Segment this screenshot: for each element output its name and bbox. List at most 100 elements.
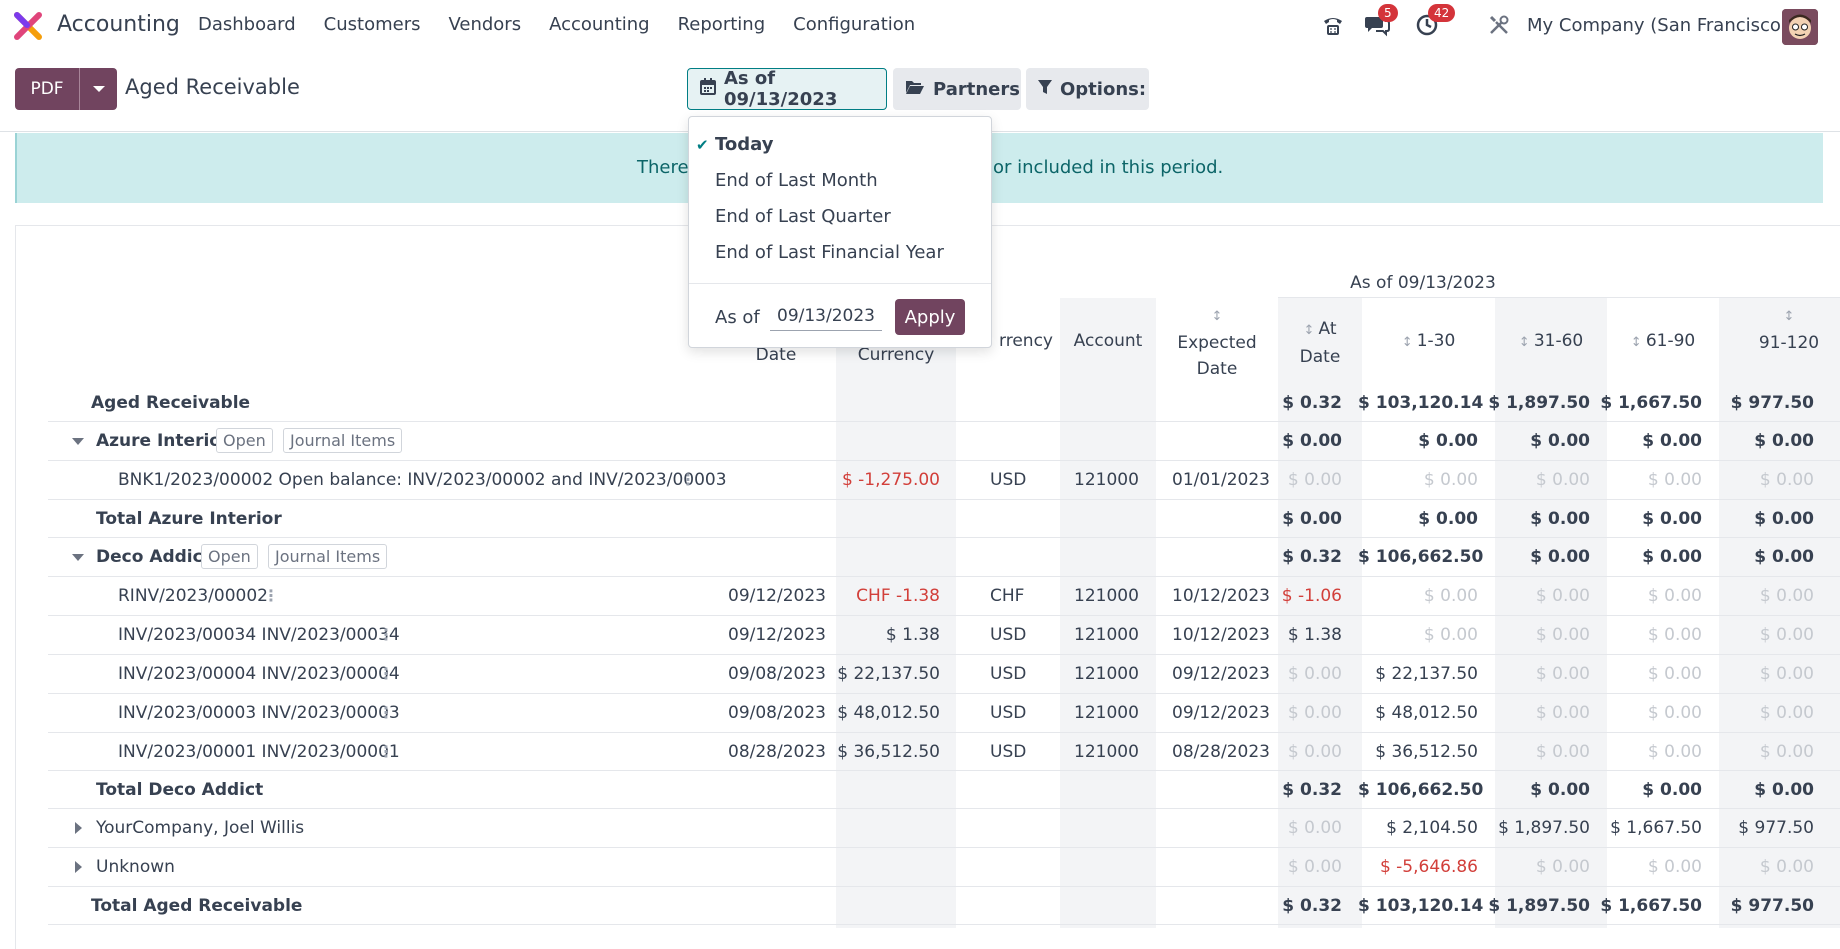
header-currency[interactable]: rrency bbox=[999, 331, 1053, 351]
move-line-row[interactable]: INV/2023/00003 INV/2023/00003 ⋮ 09/08/20… bbox=[48, 694, 1840, 733]
kebab-menu-icon[interactable]: ⋮ bbox=[680, 470, 696, 489]
line-label[interactable]: RINV/2023/00002 bbox=[118, 586, 268, 606]
move-line-row[interactable]: INV/2023/00034 INV/2023/00034 ⋮ 09/12/20… bbox=[48, 616, 1840, 655]
partner-row-yourcompany[interactable]: YourCompany, Joel Willis $ 0.00 $ 2,104.… bbox=[48, 809, 1840, 848]
p3-value: $ 0.00 bbox=[1647, 664, 1702, 684]
partner-name[interactable]: YourCompany, Joel Willis bbox=[96, 818, 305, 838]
caret-down-icon[interactable] bbox=[72, 438, 84, 445]
header-1-30[interactable]: ↕ 1-30 bbox=[1401, 331, 1456, 351]
partners-filter-button[interactable]: Partners bbox=[893, 68, 1021, 110]
menu-configuration[interactable]: Configuration bbox=[793, 14, 916, 35]
kebab-menu-icon[interactable]: ⋮ bbox=[378, 625, 394, 644]
header-61-90[interactable]: ↕ 61-90 bbox=[1630, 331, 1696, 351]
header-31-60[interactable]: ↕ 31-60 bbox=[1518, 331, 1584, 351]
currency: USD bbox=[990, 470, 1027, 490]
menu-reporting[interactable]: Reporting bbox=[677, 14, 766, 35]
currency: USD bbox=[990, 664, 1027, 684]
caret-down-icon[interactable] bbox=[72, 554, 84, 561]
kebab-menu-icon[interactable]: ⋮ bbox=[378, 664, 394, 683]
open-button[interactable]: Open bbox=[216, 428, 273, 453]
p1-value: $ 103,120.14 bbox=[1358, 393, 1484, 413]
activities-icon[interactable]: 42 bbox=[1414, 4, 1456, 38]
dropdown-item-end-of-last-month[interactable]: End of Last Month bbox=[715, 170, 878, 191]
line-label[interactable]: INV/2023/00001 INV/2023/00001 bbox=[118, 742, 400, 762]
header-91-120[interactable]: ↕ 91-120 bbox=[1719, 304, 1840, 356]
app-name[interactable]: Accounting bbox=[57, 12, 180, 37]
header-expected-date[interactable]: ↕ Expected Date bbox=[1156, 304, 1278, 382]
journal-items-button[interactable]: Journal Items bbox=[268, 544, 388, 569]
partner-name[interactable]: Unknown bbox=[96, 857, 175, 877]
line-label[interactable]: INV/2023/00034 INV/2023/00034 bbox=[118, 625, 400, 645]
move-line-row[interactable]: BNK1/2023/00002 Open balance: INV/2023/0… bbox=[48, 461, 1840, 500]
p3-value: $ 0.00 bbox=[1642, 509, 1702, 529]
p4-value: $ 977.50 bbox=[1738, 818, 1814, 838]
p1-value: $ 0.00 bbox=[1423, 625, 1478, 645]
menu-dashboard[interactable]: Dashboard bbox=[198, 14, 296, 35]
kebab-menu-icon[interactable]: ⋮ bbox=[378, 703, 394, 722]
p1-value: $ 0.00 bbox=[1423, 470, 1478, 490]
account: 121000 bbox=[1074, 625, 1139, 645]
dropdown-item-end-of-last-financial-year[interactable]: End of Last Financial Year bbox=[715, 242, 944, 263]
company-switcher[interactable]: My Company (San Francisco) bbox=[1527, 15, 1788, 36]
as-of-date-input[interactable] bbox=[770, 301, 882, 331]
kebab-menu-icon[interactable]: ⋮ bbox=[263, 586, 279, 605]
p4-value: $ 0.00 bbox=[1754, 547, 1814, 567]
header-amount-currency[interactable]: Currency bbox=[857, 345, 935, 365]
partner-name[interactable]: Azure Interior bbox=[96, 431, 230, 451]
accounting-app-icon[interactable] bbox=[14, 12, 42, 40]
at-date-value: $ 0.00 bbox=[1287, 664, 1342, 684]
header-account[interactable]: Account bbox=[1073, 331, 1143, 351]
move-line-row[interactable]: RINV/2023/00002 ⋮ 09/12/2023 CHF -1.38 C… bbox=[48, 577, 1840, 616]
sort-icon: ↕ bbox=[1783, 309, 1795, 324]
line-label[interactable]: INV/2023/00004 INV/2023/00004 bbox=[118, 664, 400, 684]
line-label[interactable]: INV/2023/00003 INV/2023/00003 bbox=[118, 703, 400, 723]
open-button[interactable]: Open bbox=[201, 544, 258, 569]
options-label: Options: bbox=[1060, 78, 1147, 100]
filter-icon bbox=[1038, 79, 1052, 100]
dropdown-item-end-of-last-quarter[interactable]: End of Last Quarter bbox=[715, 206, 891, 227]
top-navbar: Accounting Dashboard Customers Vendors A… bbox=[0, 0, 1840, 52]
p2-value: $ 0.00 bbox=[1535, 586, 1590, 606]
p3-value: $ 0.00 bbox=[1647, 625, 1702, 645]
date-filter-button[interactable]: As of 09/13/2023 bbox=[687, 68, 887, 110]
at-date-value: $ 0.00 bbox=[1287, 703, 1342, 723]
p2-value: $ 1,897.50 bbox=[1498, 818, 1590, 838]
partner-row-azure-interior[interactable]: Azure Interior Open Journal Items $ 0.00… bbox=[48, 422, 1840, 461]
header-date[interactable]: Date bbox=[755, 345, 797, 365]
move-line-row[interactable]: INV/2023/00004 INV/2023/00004 ⋮ 09/08/20… bbox=[48, 655, 1840, 694]
systray: 5 42 My Company (San Francisco) bbox=[1320, 4, 1820, 45]
user-avatar[interactable] bbox=[1782, 9, 1818, 45]
header-at-date[interactable]: ↕ At Date bbox=[1299, 319, 1341, 367]
account: 121000 bbox=[1074, 703, 1139, 723]
date: 09/08/2023 bbox=[728, 703, 826, 723]
at-date-value: $ 0.32 bbox=[1282, 393, 1342, 413]
at-date-value: $ 0.32 bbox=[1282, 896, 1342, 916]
at-date-value: $ 0.00 bbox=[1287, 470, 1342, 490]
dropdown-item-today[interactable]: Today bbox=[715, 134, 774, 155]
options-filter-button[interactable]: Options: bbox=[1026, 68, 1149, 110]
move-line-row[interactable]: INV/2023/00001 INV/2023/00001 ⋮ 08/28/20… bbox=[48, 733, 1840, 771]
sort-icon: ↕ bbox=[1630, 335, 1646, 350]
p2-value: $ 1,897.50 bbox=[1488, 896, 1590, 916]
caret-right-icon[interactable] bbox=[75, 861, 82, 873]
pdf-button[interactable]: PDF bbox=[15, 68, 79, 110]
journal-items-button[interactable]: Journal Items bbox=[283, 428, 403, 453]
line-label[interactable]: BNK1/2023/00002 Open balance: INV/2023/0… bbox=[118, 470, 727, 490]
p3-value: $ 0.00 bbox=[1642, 547, 1702, 567]
menu-accounting[interactable]: Accounting bbox=[549, 14, 650, 35]
partner-name[interactable]: Deco Addict bbox=[96, 547, 211, 567]
menu-customers[interactable]: Customers bbox=[323, 14, 421, 35]
messages-icon[interactable]: 5 bbox=[1364, 4, 1398, 38]
phone-icon[interactable] bbox=[1320, 12, 1346, 38]
caret-right-icon[interactable] bbox=[75, 822, 82, 834]
partner-row-deco-addict[interactable]: Deco Addict Open Journal Items $ 0.32 $ … bbox=[48, 538, 1840, 577]
currency: CHF bbox=[990, 586, 1025, 606]
export-dropdown-toggle[interactable] bbox=[79, 68, 117, 110]
p3-value: $ 0.00 bbox=[1642, 780, 1702, 800]
menu-vendors[interactable]: Vendors bbox=[448, 14, 522, 35]
partner-row-unknown[interactable]: Unknown $ 0.00 $ -5,646.86 $ 0.00 $ 0.00… bbox=[48, 848, 1840, 887]
kebab-menu-icon[interactable]: ⋮ bbox=[378, 742, 394, 761]
p3-value: $ 1,667.50 bbox=[1610, 818, 1702, 838]
apply-button[interactable]: Apply bbox=[895, 299, 965, 335]
debug-tools-icon[interactable] bbox=[1486, 12, 1512, 38]
